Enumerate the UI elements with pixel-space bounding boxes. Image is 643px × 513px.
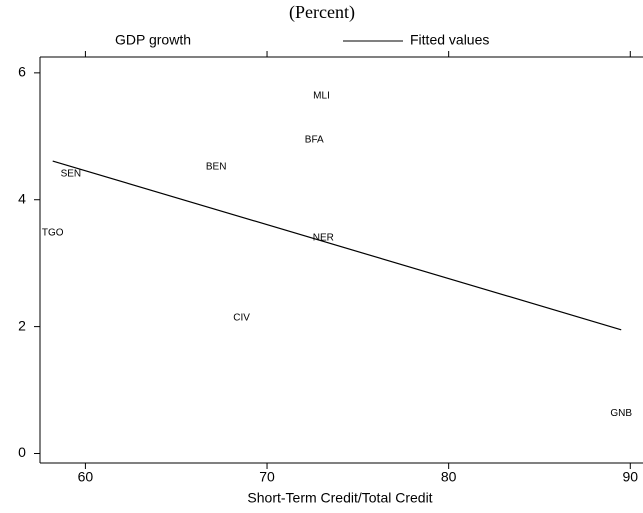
- point-label: TGO: [42, 227, 64, 238]
- chart-title: (Percent): [289, 2, 355, 23]
- fitted-line: [52, 160, 622, 331]
- point-label: BEN: [206, 161, 227, 172]
- y-tick-label: 0: [18, 444, 26, 460]
- point-label: MLI: [313, 90, 330, 101]
- y-tick-label: 6: [18, 64, 26, 80]
- y-tick-label: 4: [18, 190, 26, 206]
- y-tick-label: 2: [18, 317, 26, 333]
- point-label: BFA: [305, 135, 324, 146]
- x-tick-label: 70: [259, 469, 275, 485]
- legend-label: GDP growth: [115, 32, 191, 48]
- x-tick-label: 90: [622, 469, 638, 485]
- x-axis-label: Short-Term Credit/Total Credit: [247, 490, 432, 506]
- point-label: GNB: [610, 408, 632, 419]
- point-label: CIV: [233, 312, 250, 323]
- x-tick-label: 60: [78, 469, 94, 485]
- point-label: NER: [313, 232, 334, 243]
- point-label: SEN: [61, 168, 82, 179]
- legend-label: Fitted values: [410, 32, 489, 48]
- x-tick-label: 80: [441, 469, 457, 485]
